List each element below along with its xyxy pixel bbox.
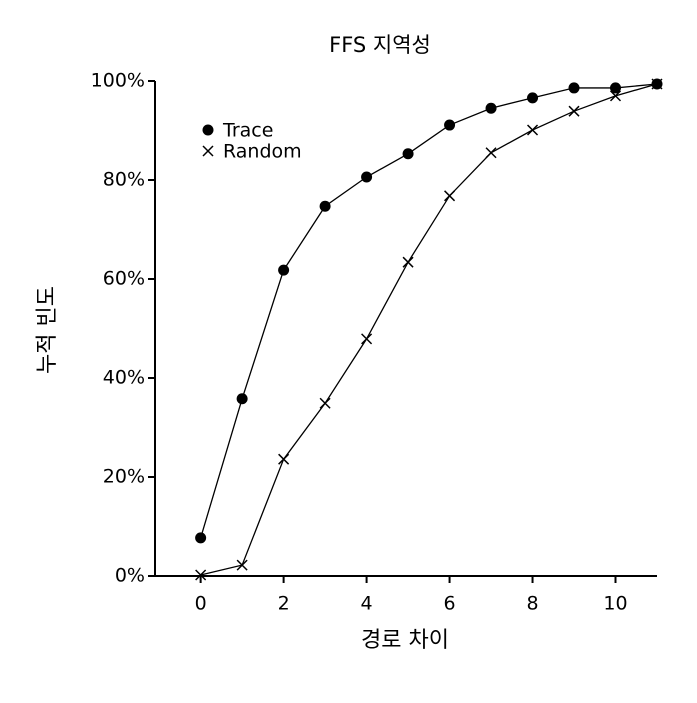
legend-marker bbox=[202, 145, 214, 157]
y-tick-label: 60% bbox=[103, 268, 145, 290]
x-tick-label: 10 bbox=[603, 593, 627, 615]
legend-label: Trace bbox=[222, 120, 273, 142]
marker bbox=[485, 147, 497, 159]
x-tick-label: 6 bbox=[444, 593, 456, 615]
marker bbox=[444, 190, 456, 202]
marker bbox=[568, 82, 580, 94]
x-tick-label: 2 bbox=[278, 593, 290, 615]
y-tick-label: 20% bbox=[103, 466, 145, 488]
x-tick-label: 8 bbox=[526, 593, 538, 615]
marker bbox=[527, 124, 539, 136]
legend-label: Random bbox=[223, 141, 302, 163]
marker bbox=[361, 333, 373, 345]
y-tick-label: 80% bbox=[103, 169, 145, 191]
series-line bbox=[200, 83, 658, 539]
marker bbox=[402, 256, 414, 268]
x-axis-label: 경로 차이 bbox=[361, 628, 449, 653]
y-tick-label: 40% bbox=[103, 367, 145, 389]
marker bbox=[610, 82, 622, 94]
marker bbox=[485, 102, 497, 114]
marker bbox=[568, 105, 580, 117]
marker bbox=[402, 148, 414, 160]
marker bbox=[527, 92, 539, 104]
marker bbox=[278, 264, 290, 276]
x-tick-label: 0 bbox=[195, 593, 207, 615]
marker bbox=[444, 119, 456, 131]
y-axis-label: 누적 빈도 bbox=[35, 286, 60, 374]
legend-marker bbox=[202, 124, 214, 136]
x-tick-label: 4 bbox=[361, 593, 373, 615]
marker bbox=[609, 90, 622, 102]
marker bbox=[236, 559, 248, 571]
series-line bbox=[200, 83, 658, 576]
marker bbox=[651, 78, 663, 90]
y-tick-label: 100% bbox=[91, 70, 145, 92]
marker bbox=[319, 200, 331, 212]
marker bbox=[361, 171, 373, 183]
marker bbox=[195, 532, 207, 544]
y-tick-label: 0% bbox=[115, 565, 145, 587]
marker bbox=[278, 453, 290, 465]
marker bbox=[195, 569, 207, 581]
chart-title: FFS 지역성 bbox=[329, 33, 431, 57]
marker bbox=[236, 393, 248, 405]
marker bbox=[319, 397, 331, 409]
